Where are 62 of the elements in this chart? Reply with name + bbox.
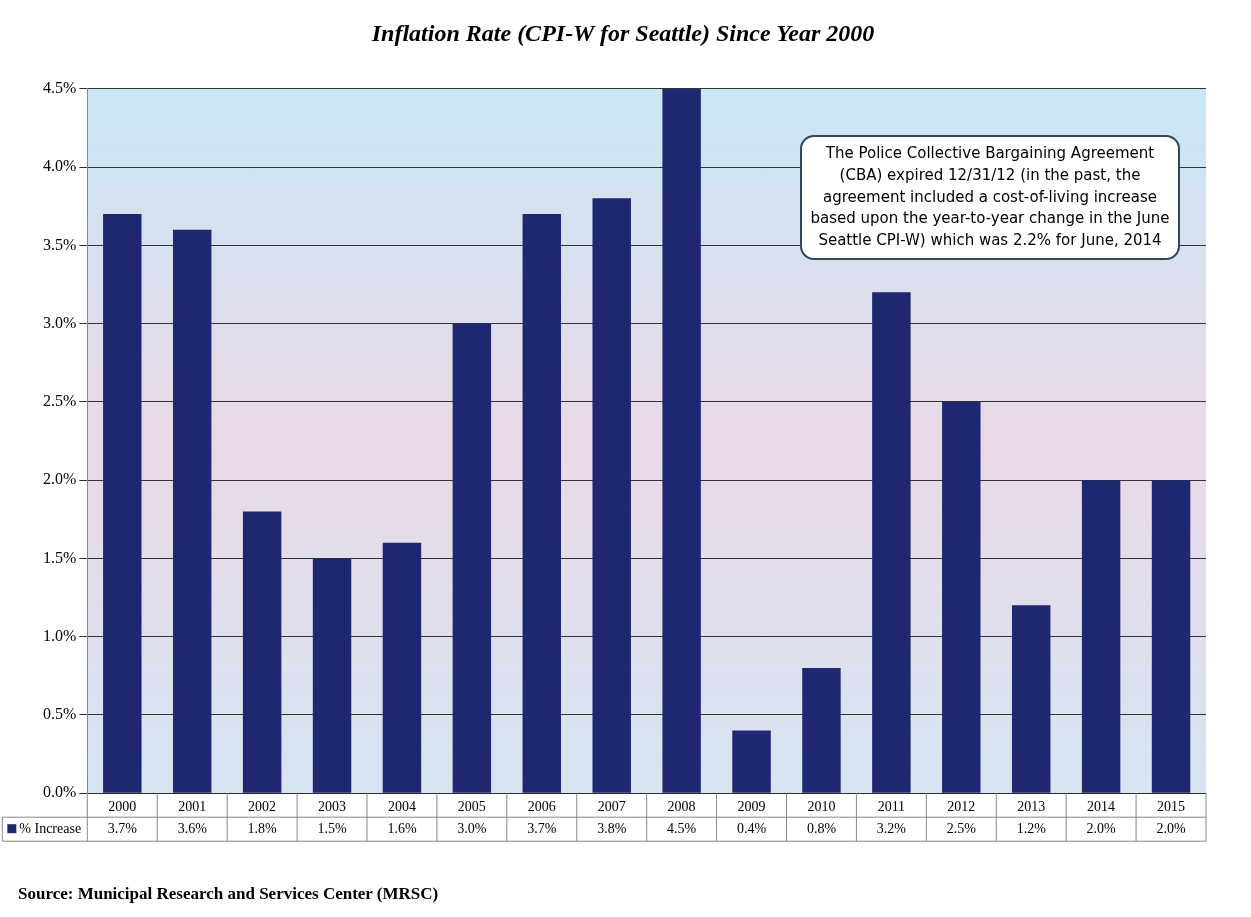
y-tick-label: 0.5%	[43, 705, 77, 723]
legend-label: % Increase	[19, 820, 82, 836]
y-tick-label: 4.5%	[43, 79, 77, 96]
x-tick-label: 2014	[1087, 799, 1116, 815]
annotation: The Police Collective Bargaining Agreement (CBA) expired 12/31/12 (in the past, the agreement included a cost-of-living increase based upon the year-to-year change in the June Seattle CPI-W) which was 2.2% for June, 2014	[800, 135, 1180, 260]
x-tick-label: 2008	[667, 799, 696, 815]
data-label: 2.0%	[1086, 820, 1117, 836]
bar	[662, 88, 701, 793]
data-label: 3.7%	[527, 820, 557, 836]
bar	[172, 229, 212, 793]
data-label: 3.6%	[177, 820, 208, 836]
y-tick-label: 1.0%	[43, 626, 77, 644]
chart-title: Inflation Rate (CPI-W for Seattle) Since Year 2000	[370, 19, 875, 46]
bar	[872, 292, 911, 793]
x-tick-label: 2004	[387, 799, 416, 815]
y-tick-label: 2.0%	[43, 470, 77, 488]
x-tick-label: 2003	[318, 799, 347, 815]
data-label: 0.4%	[736, 820, 767, 836]
bar	[522, 214, 562, 793]
data-label: 3.7%	[107, 820, 138, 836]
x-tick-label: 2005	[457, 799, 486, 815]
x-tick-label: 2011	[877, 799, 906, 815]
source-note: Source: Municipal Research and Services Center (MRSC)	[18, 884, 439, 904]
bar	[1081, 480, 1121, 793]
data-label: 0.8%	[806, 820, 837, 836]
y-tick-label: 4.0%	[43, 157, 77, 175]
data-label: 1.6%	[387, 820, 417, 836]
data-label: 1.2%	[1016, 820, 1047, 836]
bar	[1011, 605, 1051, 793]
data-label: 3.0%	[457, 820, 487, 836]
y-tick-label: 3.5%	[43, 235, 77, 253]
bar	[942, 401, 981, 793]
data-label: 2.0%	[1156, 820, 1186, 836]
x-tick-label: 2000	[108, 799, 137, 815]
data-label: 3.2%	[876, 820, 907, 836]
x-tick-label: 2015	[1157, 799, 1186, 815]
bar	[802, 667, 841, 793]
y-tick-label: 2.5%	[43, 392, 77, 410]
data-label: 3.8%	[597, 820, 627, 836]
x-tick-label: 2006	[527, 799, 556, 815]
x-tick-label: 2010	[807, 799, 836, 815]
x-tick-label: 2009	[737, 799, 766, 815]
x-tick-label: 2002	[248, 799, 277, 815]
data-label: 2.5%	[946, 820, 977, 836]
bar	[1151, 480, 1191, 793]
data-label: 1.8%	[247, 820, 278, 836]
bar	[592, 198, 631, 793]
bar	[312, 558, 352, 793]
bar	[452, 323, 492, 793]
x-tick-label: 2001	[178, 799, 207, 815]
y-tick-label: 1.5%	[43, 548, 77, 566]
x-tick-label: 2013	[1017, 799, 1046, 815]
y-tick-label: 0.0%	[43, 783, 77, 801]
y-tick-label: 3.0%	[43, 313, 77, 331]
x-tick-label: 2007	[597, 799, 626, 815]
bar	[382, 542, 422, 793]
data-label: 1.5%	[317, 820, 347, 836]
x-tick-label: 2012	[947, 799, 976, 815]
bar	[242, 511, 282, 793]
bar	[103, 214, 142, 793]
data-label: 4.5%	[667, 820, 697, 836]
bar	[732, 730, 771, 793]
